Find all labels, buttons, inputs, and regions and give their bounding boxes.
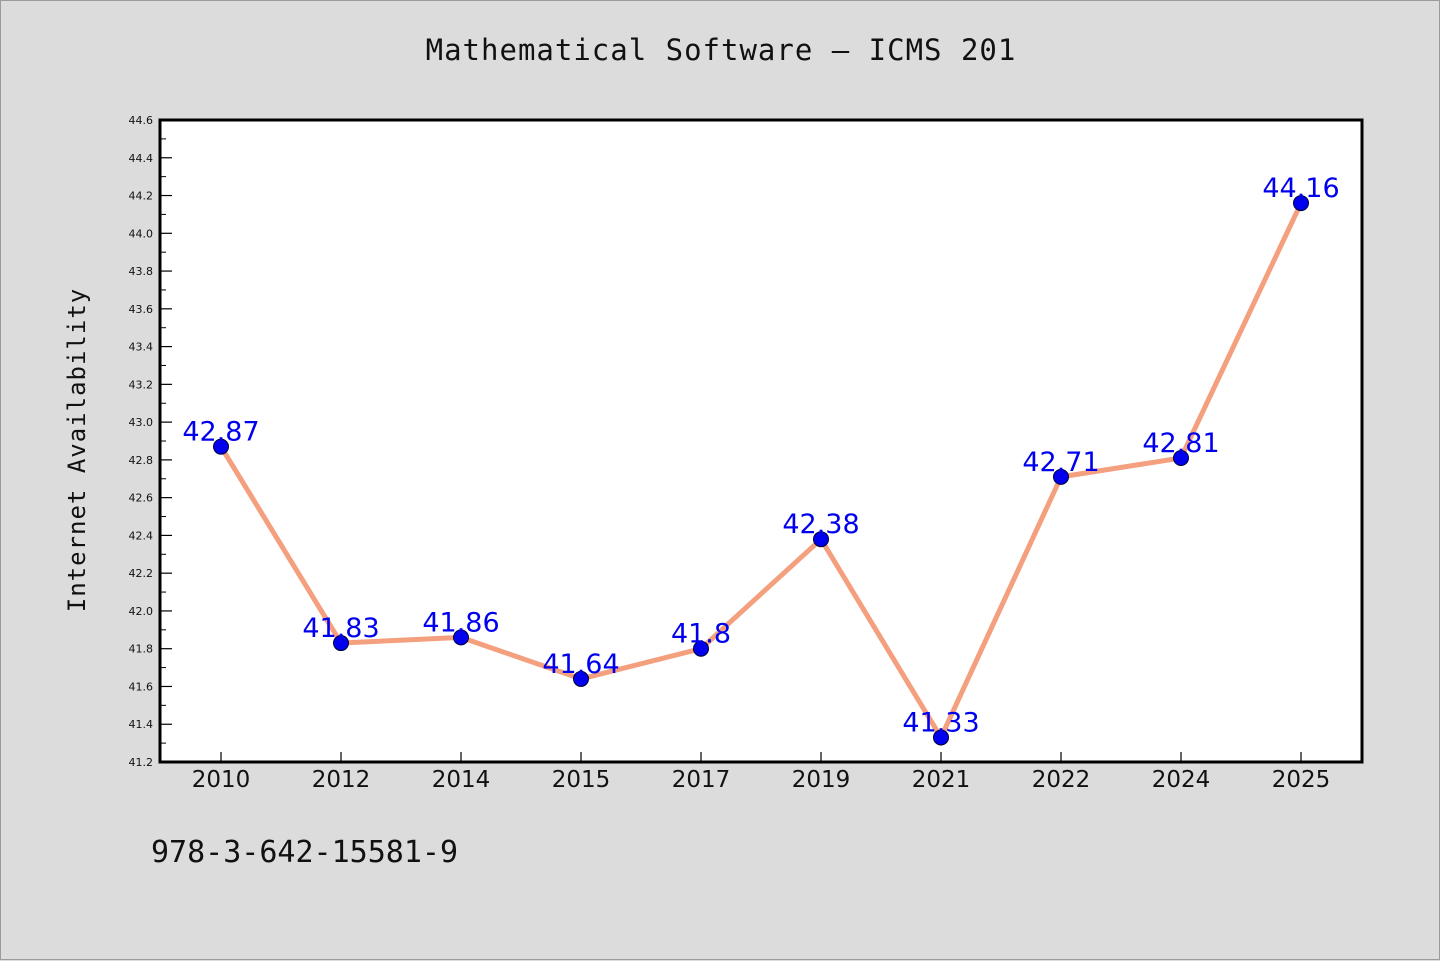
data-label: 41.64 — [542, 649, 619, 680]
data-label: 42.87 — [182, 417, 259, 448]
data-point — [693, 640, 709, 657]
y-tick-label: 44.6 — [129, 114, 154, 127]
x-tick-label: 2014 — [432, 767, 491, 793]
data-point — [1173, 449, 1189, 466]
x-axis: 2010 2012 2014 2015 2017 2019 2021 2022 2024 2025 — [192, 752, 1331, 793]
data-point — [1293, 195, 1309, 212]
isbn-footer: 978-3-642-15581-9 — [151, 835, 459, 870]
data-point — [1053, 468, 1069, 485]
y-tick-label: 42.0 — [129, 605, 154, 618]
y-tick-label: 44.0 — [129, 227, 154, 240]
y-axis: 41.2 41.4 41.6 41.8 42.0 42.2 42.4 42.6 42.8 43.0… — [129, 114, 172, 769]
y-tick-label: 41.6 — [129, 680, 154, 693]
x-tick-label: 2017 — [672, 767, 731, 793]
data-label: 42.38 — [782, 509, 859, 540]
x-tick-label: 2024 — [1152, 767, 1211, 793]
data-label: 41.33 — [902, 707, 979, 738]
data-label: 41.86 — [422, 607, 499, 638]
y-tick-label: 43.6 — [129, 303, 154, 316]
y-tick-label: 41.8 — [129, 643, 154, 656]
data-point — [933, 729, 949, 746]
data-point — [813, 531, 829, 548]
y-tick-label: 44.4 — [129, 152, 154, 165]
chart-title: Mathematical Software – ICMS 201 — [425, 33, 1017, 67]
data-label: 44.16 — [1262, 173, 1339, 204]
x-tick-label: 2025 — [1272, 767, 1331, 793]
y-tick-label: 42.2 — [129, 567, 154, 580]
data-label: 42.81 — [1142, 428, 1219, 459]
y-tick-label: 44.2 — [129, 190, 154, 203]
series-group: 42.87 41.83 41.86 41.64 41.8 42.38 41.33 42.71 4… — [182, 173, 1340, 746]
y-tick-label: 41.2 — [129, 756, 154, 769]
data-label: 41.83 — [302, 613, 379, 644]
series-line — [218, 202, 1304, 740]
y-tick-label: 43.8 — [129, 265, 154, 278]
data-point — [573, 670, 589, 687]
plot-area — [158, 118, 1364, 764]
y-tick-label: 43.0 — [129, 416, 154, 429]
x-tick-label: 2019 — [792, 767, 851, 793]
x-tick-label: 2010 — [192, 767, 251, 793]
x-tick-label: 2012 — [312, 767, 371, 793]
y-tick-label: 42.6 — [129, 492, 154, 505]
x-tick-label: 2022 — [1032, 767, 1091, 793]
data-point — [333, 635, 349, 652]
x-tick-label: 2021 — [912, 767, 971, 793]
data-point — [453, 629, 469, 646]
x-tick-label: 2015 — [552, 767, 611, 793]
data-point — [213, 438, 229, 455]
y-tick-label: 43.2 — [129, 378, 154, 391]
y-tick-label: 42.4 — [129, 529, 154, 542]
y-tick-label: 42.8 — [129, 454, 154, 467]
y-tick-label: 41.4 — [129, 718, 154, 731]
y-tick-label: 43.4 — [129, 341, 154, 354]
data-label: 41.8 — [671, 619, 731, 650]
data-label: 42.71 — [1022, 447, 1099, 478]
